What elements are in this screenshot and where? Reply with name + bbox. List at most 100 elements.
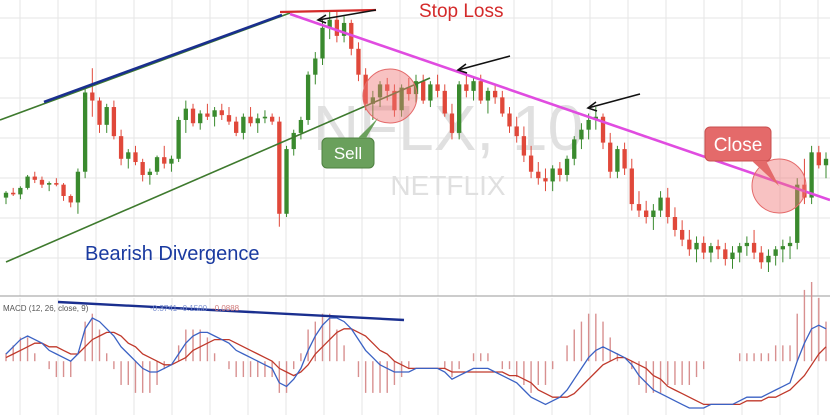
candle-body [313, 58, 318, 75]
candle-body [622, 149, 627, 169]
candle-body [442, 90, 447, 114]
candle-body [75, 171, 81, 203]
candle-body [651, 210, 656, 218]
macd-pane: MACD (12, 26, close, 9) -0.3741 -0.1500 … [3, 282, 827, 409]
candle-body [586, 119, 591, 130]
candle-body [715, 246, 721, 250]
candle-body [787, 242, 793, 247]
candle-body [759, 252, 764, 263]
candle-body [449, 113, 455, 133]
candle-body [428, 84, 433, 101]
candle-body [97, 100, 102, 125]
candle-body [457, 84, 462, 133]
candle-body [104, 107, 109, 125]
candle-body [766, 255, 771, 263]
candle-body [133, 152, 138, 163]
macd-histogram [5, 282, 827, 393]
candle-body [363, 74, 368, 104]
candle-body [823, 158, 829, 166]
divergence-price-line [43, 13, 283, 104]
macd-divergence-line [57, 300, 405, 322]
sell-callout-pointer [358, 118, 378, 138]
candle-body [564, 158, 570, 175]
candle-body [399, 87, 404, 111]
candle-body [68, 195, 73, 203]
candle-body [435, 84, 440, 91]
stop-loss-arrow-head [316, 14, 327, 24]
arrow-1-head [456, 63, 468, 74]
candle-body [205, 113, 210, 117]
candle-body [212, 110, 217, 117]
candle-body [262, 116, 268, 119]
candle-body [234, 121, 239, 133]
candle-body [687, 239, 692, 250]
stop-loss-arrow [317, 9, 377, 21]
arrow-2 [587, 93, 641, 109]
candle-body [392, 90, 397, 111]
stop-loss-label: Stop Loss [419, 1, 504, 22]
candle-body [708, 246, 714, 253]
macd-value-2: -0.1500 [180, 304, 208, 313]
candle-body [183, 108, 188, 120]
candle-body [744, 242, 750, 247]
close-callout-label: Close [714, 135, 763, 156]
candle-body [600, 116, 606, 143]
sell-callout-box [321, 137, 375, 169]
candle-body [579, 129, 584, 140]
candle-body [356, 48, 361, 75]
candle-body [176, 119, 181, 159]
candle-body [341, 22, 347, 36]
candle-body [816, 152, 821, 166]
candle-body [162, 157, 167, 164]
candle-body [672, 217, 678, 230]
lower-channel-line [5, 77, 431, 263]
candle-body [370, 97, 375, 104]
candle-body [514, 126, 519, 137]
arrow-2-head [586, 101, 598, 112]
macd-value-3: -0.0888 [212, 304, 240, 313]
candle-body [154, 157, 160, 172]
candle-body [291, 132, 296, 150]
macd-label: MACD (12, 26, close, 9) [3, 304, 89, 313]
candle-body [18, 187, 23, 195]
bearish-divergence-label: Bearish Divergence [85, 243, 260, 265]
candle-body [226, 115, 232, 122]
candle-body [543, 178, 548, 182]
candle-body [32, 176, 37, 180]
candle-body [644, 210, 649, 218]
candle-body [255, 118, 260, 124]
candle-body [629, 168, 634, 205]
candle-body [421, 81, 426, 101]
annotations: Stop Loss Sell Close Bearish Divergence [85, 1, 779, 265]
candle-body [694, 242, 699, 250]
candle-body [809, 152, 814, 198]
candle-body [701, 242, 706, 253]
candle-body [730, 252, 735, 260]
sell-callout: Sell [321, 118, 378, 169]
candle-body [492, 90, 498, 98]
candle-body [320, 27, 325, 59]
candle-body [377, 84, 383, 98]
close-callout-pointer [752, 161, 779, 186]
candle-body [219, 110, 224, 116]
candle-body [305, 74, 311, 120]
sell-highlight-circle [362, 68, 418, 124]
candle-body [500, 97, 505, 114]
candle-body [665, 197, 670, 218]
candle-body [658, 197, 663, 211]
candle-body [795, 184, 800, 243]
candle-body [751, 242, 757, 253]
macd-signal-line [5, 328, 827, 406]
macd-value-1: -0.3741 [150, 304, 178, 313]
candle-body [118, 136, 124, 159]
candle-body [11, 192, 16, 195]
candle-body [327, 19, 332, 28]
candle-body [636, 204, 642, 211]
candle-body [521, 136, 527, 156]
candle-body [507, 113, 512, 127]
candles [3, 10, 829, 272]
candle-body [528, 155, 534, 172]
candle-body [478, 81, 483, 101]
